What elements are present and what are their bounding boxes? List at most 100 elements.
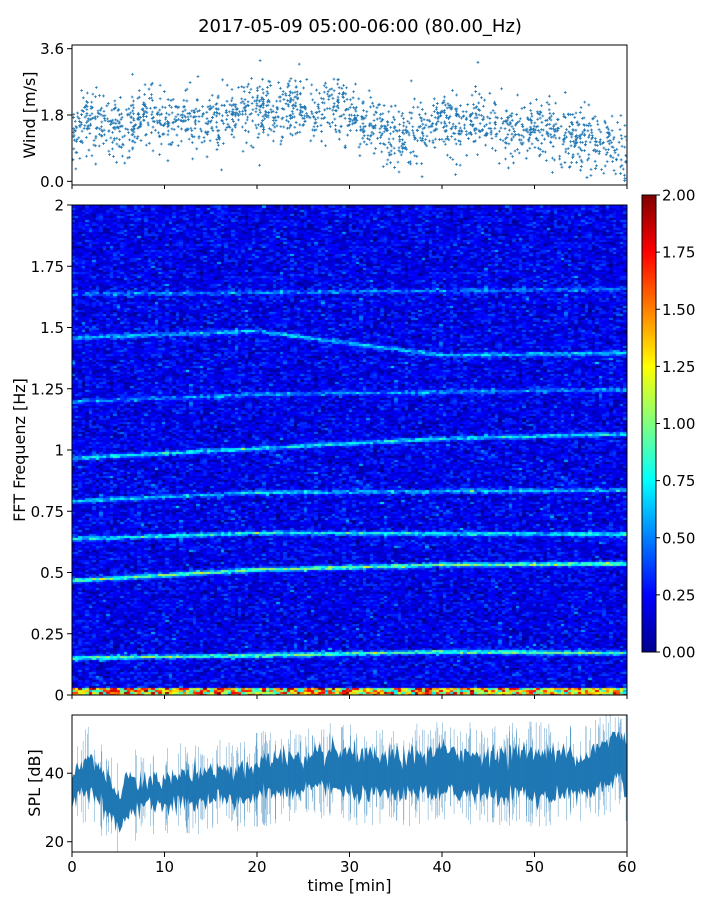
wind-point bbox=[166, 159, 170, 163]
wind-point bbox=[581, 141, 585, 144]
wind-point bbox=[136, 111, 140, 115]
wind-point bbox=[510, 112, 514, 115]
wind-point bbox=[279, 139, 283, 143]
wind-point bbox=[571, 128, 575, 132]
wind-point bbox=[391, 130, 395, 134]
wind-point bbox=[354, 116, 358, 120]
wind-point bbox=[378, 131, 382, 134]
wind-point bbox=[432, 129, 436, 133]
wind-point bbox=[180, 127, 183, 131]
wind-point bbox=[623, 135, 627, 139]
wind-point bbox=[230, 118, 234, 121]
wind-point bbox=[566, 147, 570, 150]
wind-point bbox=[544, 124, 548, 127]
wind-point bbox=[571, 113, 575, 116]
wind-point bbox=[289, 91, 293, 95]
wind-point bbox=[305, 78, 309, 81]
wind-point bbox=[166, 98, 170, 101]
wind-point bbox=[129, 111, 133, 115]
wind-point bbox=[264, 94, 268, 97]
wind-point bbox=[371, 101, 374, 105]
wind-point bbox=[466, 103, 470, 106]
wind-point bbox=[248, 91, 251, 94]
wind-point bbox=[442, 101, 446, 104]
wind-point bbox=[130, 95, 134, 99]
spectrogram-panel: 0 0.25 0.5 0.75 1 1.25 1.5 1.75 2 FFT Frequenz [… bbox=[10, 197, 628, 705]
wind-point bbox=[201, 105, 205, 109]
wind-point bbox=[291, 98, 295, 102]
wind-point bbox=[538, 147, 542, 151]
wind-point bbox=[401, 111, 405, 115]
wind-point bbox=[401, 146, 405, 150]
wind-point bbox=[301, 124, 305, 127]
wind-point bbox=[305, 112, 308, 115]
wind-point bbox=[330, 87, 334, 91]
wind-point bbox=[584, 140, 588, 144]
wind-point bbox=[192, 115, 196, 119]
wind-point bbox=[459, 104, 462, 108]
wind-point bbox=[623, 173, 626, 177]
wind-point bbox=[74, 167, 78, 171]
wind-point bbox=[379, 119, 383, 123]
wind-point bbox=[407, 161, 410, 164]
wind-point bbox=[592, 149, 595, 152]
wind-point bbox=[303, 114, 306, 118]
wind-point bbox=[580, 116, 584, 120]
wind-point bbox=[563, 91, 567, 94]
wind-point bbox=[80, 113, 83, 117]
wind-point bbox=[463, 123, 466, 127]
wind-point bbox=[242, 90, 246, 93]
wind-point bbox=[354, 120, 358, 124]
wind-point bbox=[595, 164, 598, 168]
wind-point bbox=[404, 125, 408, 129]
wind-point bbox=[280, 107, 284, 110]
wind-point bbox=[390, 121, 394, 124]
wind-point bbox=[381, 142, 385, 146]
wind-point bbox=[89, 105, 93, 109]
wind-point bbox=[255, 126, 259, 130]
wind-point bbox=[109, 119, 113, 123]
wind-point bbox=[375, 106, 379, 110]
wind-point bbox=[605, 151, 609, 154]
wind-point bbox=[581, 130, 585, 134]
wind-point bbox=[420, 175, 424, 179]
wind-point bbox=[352, 90, 356, 94]
wind-point bbox=[402, 121, 406, 125]
wind-point bbox=[328, 107, 332, 111]
wind-point bbox=[241, 149, 245, 153]
wind-point bbox=[533, 130, 537, 134]
wind-point bbox=[213, 111, 217, 114]
wind-point bbox=[72, 147, 76, 151]
wind-point bbox=[583, 123, 586, 127]
wind-point bbox=[593, 137, 597, 141]
wind-point bbox=[616, 120, 620, 124]
wind-point bbox=[543, 150, 547, 154]
wind-point bbox=[561, 142, 565, 146]
wind-point bbox=[382, 130, 386, 134]
wind-point bbox=[267, 110, 271, 114]
wind-point bbox=[127, 155, 131, 159]
wind-point bbox=[339, 124, 343, 128]
wind-point bbox=[560, 165, 564, 169]
wind-point bbox=[267, 98, 270, 102]
wind-y-tick-label: 0.0 bbox=[40, 173, 64, 191]
wind-point bbox=[608, 142, 611, 146]
wind-point bbox=[369, 133, 373, 137]
wind-point bbox=[72, 127, 76, 131]
wind-point bbox=[244, 112, 248, 116]
wind-point bbox=[261, 123, 264, 127]
wind-point bbox=[349, 98, 352, 102]
wind-point bbox=[174, 120, 178, 123]
wind-point bbox=[521, 125, 524, 128]
wind-point bbox=[612, 135, 616, 139]
wind-point bbox=[75, 126, 79, 130]
wind-point bbox=[225, 117, 229, 121]
wind-point bbox=[415, 162, 419, 166]
wind-point bbox=[336, 99, 340, 102]
wind-point bbox=[604, 153, 608, 157]
wind-point bbox=[326, 90, 330, 93]
wind-point bbox=[152, 115, 155, 119]
wind-point bbox=[177, 105, 181, 109]
wind-point bbox=[541, 114, 545, 118]
wind-point bbox=[529, 131, 533, 134]
